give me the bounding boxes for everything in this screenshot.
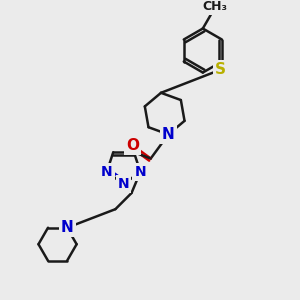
Text: N: N — [134, 165, 146, 179]
Text: CH₃: CH₃ — [203, 0, 228, 13]
Text: O: O — [126, 138, 139, 153]
Text: N: N — [162, 127, 175, 142]
Text: N: N — [101, 165, 112, 179]
Text: S: S — [215, 62, 226, 77]
Text: N: N — [118, 177, 129, 191]
Text: N: N — [61, 220, 74, 235]
